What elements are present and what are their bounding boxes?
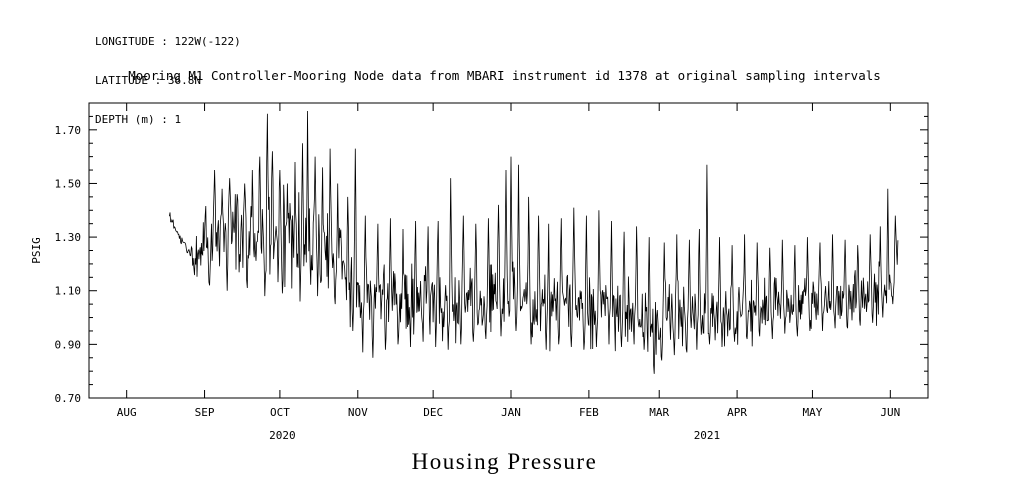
plot-frame [88,102,929,399]
month-label: FEB [579,406,599,419]
latitude-line: LATITUDE : 36.8N [95,74,201,87]
station-info: LONGITUDE : 122W(-122) LATITUDE : 36.8N … [95,9,241,152]
y-tick-label: 1.30 [55,231,82,244]
longitude-line: LONGITUDE : 122W(-122) [95,35,241,48]
y-tick-label: 0.90 [55,338,82,351]
y-tick-label: 0.70 [55,392,82,405]
month-label: MAY [803,406,823,419]
y-tick-label: 1.50 [55,177,82,190]
month-label: JUN [880,406,900,419]
y-tick-label: 1.10 [55,285,82,298]
month-label: DEC [423,406,443,419]
month-label: AUG [117,406,137,419]
month-label: APR [727,406,747,419]
month-label: MAR [649,406,669,419]
month-label: OCT [270,406,290,419]
pressure-series [169,110,899,374]
year-label: 2021 [694,429,721,442]
y-axis-title: PSIG [30,237,43,264]
month-label: JAN [501,406,521,419]
year-label: 2020 [269,429,296,442]
month-label: SEP [195,406,215,419]
y-tick-label: 1.70 [55,124,82,137]
figure-caption: Housing Pressure [411,449,598,474]
month-label: NOV [348,406,368,419]
depth-line: DEPTH (m) : 1 [95,113,182,126]
chart-title: Mooring M1 Controller-Mooring Node data … [128,68,881,83]
